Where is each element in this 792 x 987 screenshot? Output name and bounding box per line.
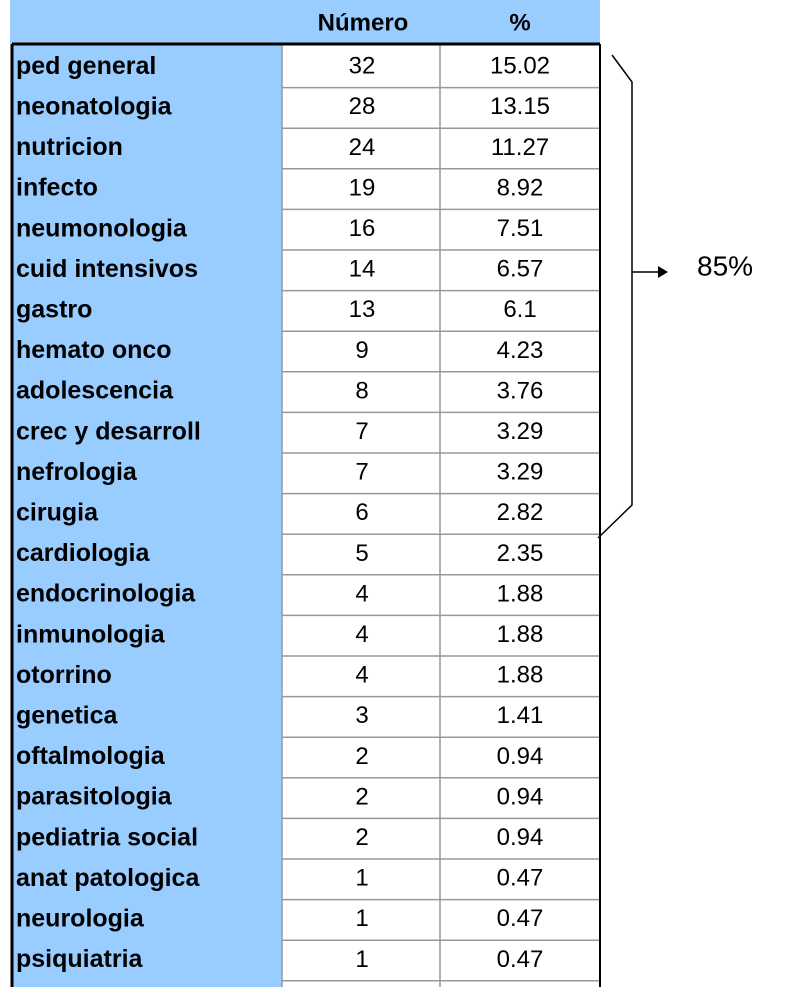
number-cell: 1 [355, 865, 368, 892]
percent-cell: 0.47 [497, 946, 544, 973]
row-label: gastro [16, 296, 92, 324]
row-label: cardiologia [16, 539, 150, 567]
number-cell: 2 [355, 743, 368, 770]
number-cell: 1 [355, 946, 368, 973]
row-label: anat patologica [16, 864, 200, 892]
arrow-head [658, 266, 668, 278]
grid [281, 44, 600, 987]
number-cell: 28 [349, 93, 376, 120]
row-label: adolescencia [16, 377, 174, 405]
number-cell: 2 [355, 824, 368, 851]
row-label: cirugia [16, 499, 99, 527]
percent-cell: 3.76 [497, 377, 544, 404]
row-label: otorrino [16, 661, 112, 689]
number-cell: 32 [349, 53, 376, 80]
header-background [10, 0, 600, 44]
row-label: psiquiatria [16, 945, 144, 973]
number-cell: 7 [355, 418, 368, 445]
percent-cell: 0.47 [497, 865, 544, 892]
percent-cell: 6.57 [497, 256, 544, 283]
row-label: endocrinologia [16, 580, 196, 608]
number-cell: 2 [355, 783, 368, 810]
percent-cell: 0.47 [497, 905, 544, 932]
percent-cell: 6.1 [503, 296, 536, 323]
header-cell: Número [318, 9, 409, 36]
row-label: neumonologia [16, 214, 188, 242]
number-cell: 7 [355, 459, 368, 486]
number-cell: 3 [355, 702, 368, 729]
row-label: parasitologia [16, 783, 173, 811]
label-column [12, 44, 282, 987]
bracket [597, 54, 633, 539]
percent-cell: 7.51 [497, 215, 544, 242]
percent-cell: 11.27 [491, 134, 549, 161]
row-label: nefrologia [16, 458, 138, 486]
percent-cell: 2.35 [497, 540, 544, 567]
row-label: genetica [16, 702, 119, 730]
percent-cell: 1.88 [497, 662, 544, 689]
row-label: neurologia [16, 905, 145, 933]
number-cell: 13 [349, 296, 376, 323]
percent-cell: 1.41 [497, 702, 544, 729]
row-label: oftalmologia [16, 742, 166, 770]
number-cell: 4 [355, 662, 368, 689]
row-label: neonatologia [16, 93, 173, 121]
number-cell: 16 [349, 215, 376, 242]
row-label: hemato onco [16, 336, 172, 364]
percent-cell: 0.94 [497, 824, 544, 851]
number-cell: 24 [349, 134, 376, 161]
percent-cell: 0.94 [497, 783, 544, 810]
percent-cell: 0.94 [497, 743, 544, 770]
number-cell: 6 [355, 499, 368, 526]
percent-cell: 15.02 [490, 53, 550, 80]
number-cell: 14 [349, 256, 376, 283]
percent-cell: 1.88 [497, 580, 544, 607]
percent-cell: 8.92 [497, 174, 544, 201]
row-label: cuid intensivos [16, 255, 198, 283]
header-cell: % [509, 9, 530, 36]
row-label: inmunologia [16, 620, 166, 648]
percent-cell: 1.88 [497, 621, 544, 648]
number-cell: 4 [355, 580, 368, 607]
percent-cell: 4.23 [497, 337, 544, 364]
row-label: nutricion [16, 133, 123, 161]
percent-cell: 2.82 [497, 499, 544, 526]
number-cell: 9 [355, 337, 368, 364]
number-cell: 8 [355, 377, 368, 404]
number-cell: 19 [349, 174, 376, 201]
number-cell: 5 [355, 540, 368, 567]
number-cell: 1 [355, 905, 368, 932]
number-cell: 4 [355, 621, 368, 648]
percent-cell: 3.29 [497, 459, 544, 486]
row-label: infecto [16, 174, 98, 202]
annotation: 85% [697, 250, 753, 281]
percent-cell: 13.15 [490, 93, 550, 120]
row-label: pediatria social [16, 823, 198, 851]
percent-cell: 3.29 [497, 418, 544, 445]
row-label: crec y desarroll [16, 417, 201, 445]
row-label: ped general [16, 52, 156, 80]
